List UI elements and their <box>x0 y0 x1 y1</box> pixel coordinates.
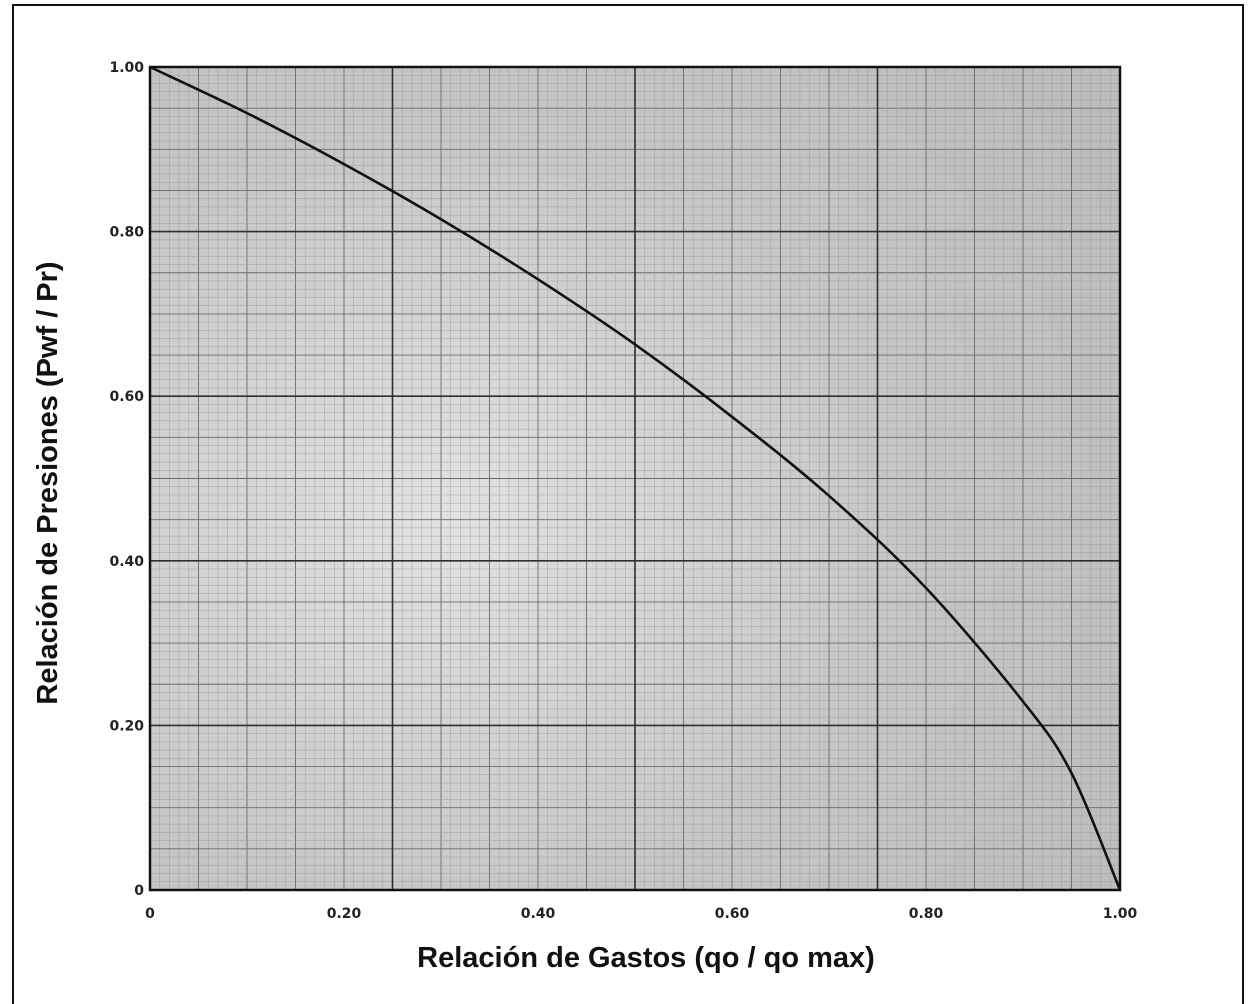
x-tick-label: 1.00 <box>1103 906 1138 922</box>
y-axis-label: Relación de Presiones (Pwf / Pr) <box>32 261 64 704</box>
x-axis-label: Relación de Gastos (qo / qo max) <box>417 942 875 974</box>
x-tick-labels: 0 0.20 0.40 0.60 0.80 1.00 <box>145 906 1137 922</box>
chart-frame <box>12 4 1244 1004</box>
plot-border <box>148 65 1122 892</box>
x-tick-label: 0.80 <box>909 906 944 922</box>
y-tick-label: 0.80 <box>109 225 144 241</box>
y-tick-label: 0 <box>134 883 144 899</box>
x-tick-label: 0 <box>145 906 155 922</box>
y-tick-label: 1.00 <box>109 60 144 76</box>
x-tick-label: 0.40 <box>521 906 556 922</box>
y-tick-labels: 0 0.20 0.40 0.60 0.80 1.00 <box>109 60 144 899</box>
x-tick-label: 0.20 <box>327 906 362 922</box>
grid <box>150 67 1120 890</box>
y-tick-label: 0.60 <box>109 389 144 405</box>
y-tick-label: 0.20 <box>109 718 144 734</box>
x-tick-label: 0.60 <box>715 906 750 922</box>
series-line <box>149 65 1122 891</box>
y-tick-label: 0.40 <box>109 554 144 570</box>
